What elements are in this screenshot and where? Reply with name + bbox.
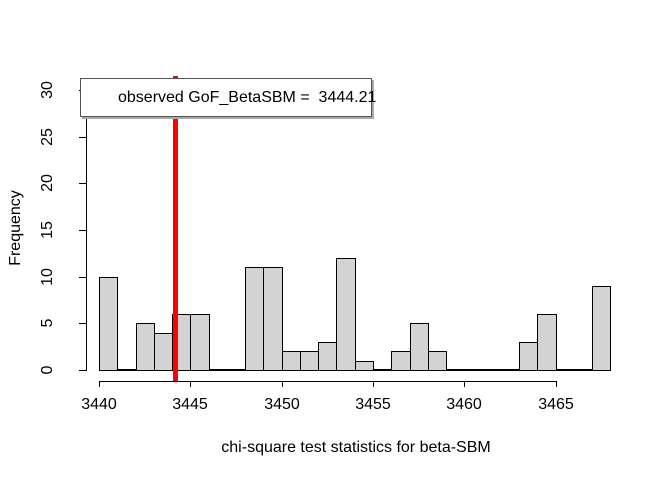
- zero-count-bin: [117, 369, 137, 371]
- y-axis-tick: [79, 230, 86, 231]
- zero-count-bin: [556, 369, 575, 371]
- histogram-bar: [99, 277, 118, 371]
- x-tick-label: 3460: [446, 396, 482, 413]
- zero-count-bin: [501, 369, 520, 371]
- y-tick-label: 15: [39, 221, 56, 239]
- x-tick-label: 3445: [172, 396, 208, 413]
- zero-count-bin: [227, 369, 246, 371]
- x-axis-tick: [373, 381, 374, 387]
- y-tick-label: 30: [39, 81, 56, 99]
- zero-count-bin: [373, 369, 392, 371]
- y-axis-tick: [79, 183, 86, 184]
- zero-count-bin: [464, 369, 484, 371]
- x-tick-label: 3455: [355, 396, 391, 413]
- y-tick-label: 25: [39, 128, 56, 146]
- y-axis-tick: [79, 323, 86, 324]
- x-axis-tick: [99, 381, 100, 387]
- histogram-bar: [391, 351, 411, 371]
- y-tick-label: 5: [39, 318, 56, 328]
- y-tick-label: 20: [39, 174, 56, 192]
- histogram-bar: [190, 314, 210, 371]
- histogram-bar: [318, 342, 337, 371]
- x-axis-tick: [282, 381, 283, 387]
- histogram-bar: [300, 351, 319, 371]
- histogram-bar: [263, 267, 283, 371]
- zero-count-bin: [209, 369, 228, 371]
- histogram-bar: [282, 351, 301, 371]
- y-axis-label: Frequency: [7, 190, 24, 266]
- legend-text: observed GoF_BetaSBM = 3444.21: [118, 88, 377, 106]
- histogram-bar: [154, 333, 173, 371]
- x-tick-label: 3440: [81, 396, 117, 413]
- histogram-bar: [410, 323, 429, 371]
- x-axis-label: chi-square test statistics for beta-SBM: [221, 439, 491, 456]
- x-axis-line: [99, 381, 557, 382]
- zero-count-bin: [446, 369, 465, 371]
- observed-value-line: [173, 76, 178, 381]
- zero-count-bin: [574, 369, 593, 371]
- histogram-bar: [428, 351, 447, 371]
- y-axis-tick: [79, 370, 86, 371]
- x-axis-tick: [556, 381, 557, 387]
- histogram-bar: [519, 342, 538, 371]
- histogram-bar: [355, 361, 374, 371]
- x-tick-label: 3450: [264, 396, 300, 413]
- y-axis-line: [86, 90, 87, 371]
- y-tick-label: 10: [39, 268, 56, 286]
- histogram-bar: [336, 258, 356, 371]
- y-axis-tick: [79, 277, 86, 278]
- x-axis-tick: [190, 381, 191, 387]
- x-tick-label: 3465: [538, 396, 574, 413]
- histogram-bar: [245, 267, 264, 371]
- histogram-bar: [537, 314, 557, 371]
- x-axis-tick: [464, 381, 465, 387]
- y-axis-tick: [79, 137, 86, 138]
- histogram-bar: [136, 323, 155, 371]
- histogram-bar: [592, 286, 611, 371]
- y-tick-label: 0: [39, 365, 56, 375]
- zero-count-bin: [483, 369, 502, 371]
- legend-box: observed GoF_BetaSBM = 3444.21: [80, 78, 376, 117]
